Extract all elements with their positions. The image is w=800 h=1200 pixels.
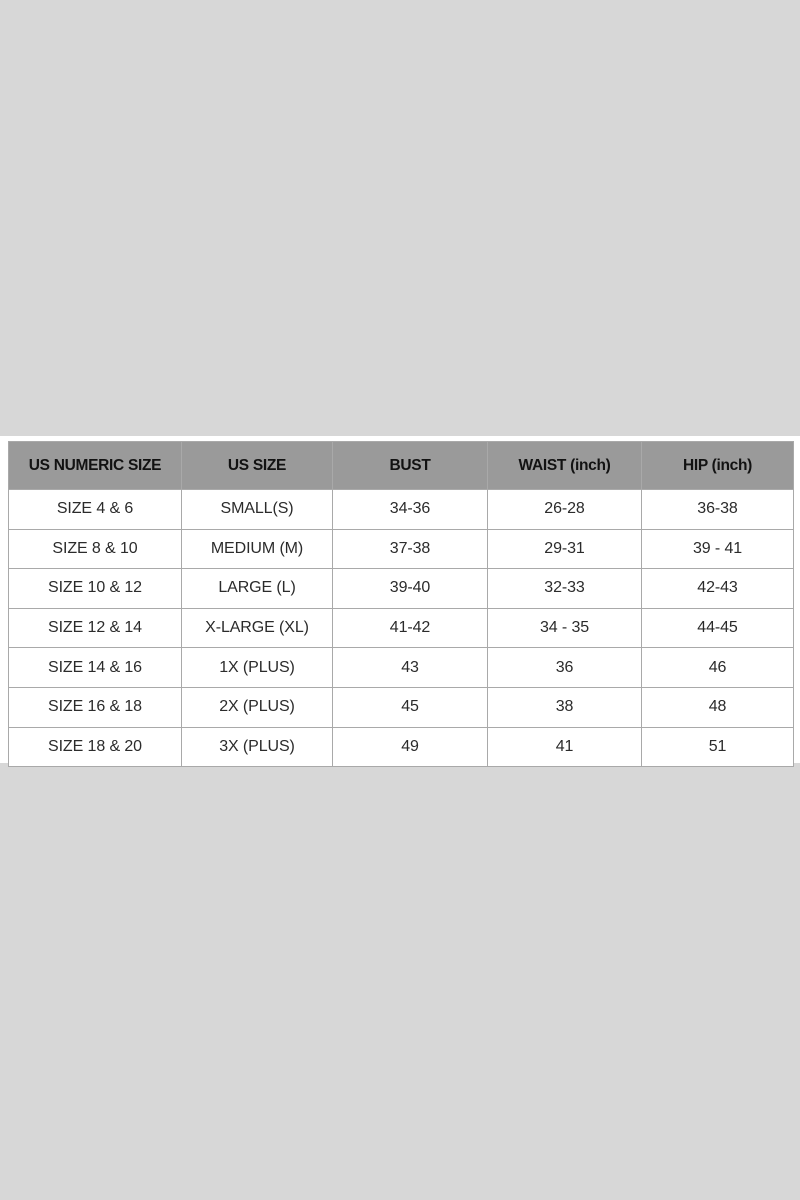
cell-bust: 43 — [332, 647, 488, 688]
size-chart-header: US NUMERIC SIZE US SIZE BUST WAIST (inch… — [8, 441, 794, 490]
cell-numeric-size: SIZE 18 & 20 — [8, 726, 182, 768]
column-header-hip: HIP (inch) — [641, 441, 794, 490]
size-chart-table: US NUMERIC SIZE US SIZE BUST WAIST (inch… — [8, 441, 794, 768]
cell-numeric-size: SIZE 16 & 18 — [8, 686, 182, 728]
cell-waist: 29-31 — [487, 528, 642, 570]
table-header-row: US NUMERIC SIZE US SIZE BUST WAIST (inch… — [8, 441, 794, 490]
table-row: SIZE 16 & 18 2X (PLUS) 45 38 48 — [8, 686, 794, 728]
cell-numeric-size: SIZE 4 & 6 — [8, 489, 182, 530]
table-row: SIZE 14 & 16 1X (PLUS) 43 36 46 — [8, 647, 794, 688]
cell-us-size: SMALL(S) — [181, 489, 333, 530]
cell-waist: 38 — [487, 686, 642, 728]
cell-us-size: 2X (PLUS) — [181, 686, 333, 728]
cell-hip: 44-45 — [641, 607, 794, 649]
cell-numeric-size: SIZE 14 & 16 — [8, 647, 182, 688]
cell-hip: 36-38 — [641, 489, 794, 530]
cell-bust: 39-40 — [332, 568, 488, 609]
cell-hip: 42-43 — [641, 568, 794, 609]
cell-hip: 51 — [641, 726, 794, 768]
cell-hip: 39 - 41 — [641, 528, 794, 570]
table-row: SIZE 4 & 6 SMALL(S) 34-36 26-28 36-38 — [8, 489, 794, 530]
cell-numeric-size: SIZE 8 & 10 — [8, 528, 182, 570]
cell-bust: 45 — [332, 686, 488, 728]
cell-numeric-size: SIZE 10 & 12 — [8, 568, 182, 609]
column-header-bust: BUST — [332, 441, 488, 490]
cell-hip: 46 — [641, 647, 794, 688]
table-row: SIZE 10 & 12 LARGE (L) 39-40 32-33 42-43 — [8, 568, 794, 609]
column-header-waist: WAIST (inch) — [487, 441, 642, 490]
column-header-us-numeric-size: US NUMERIC SIZE — [8, 441, 182, 490]
cell-hip: 48 — [641, 686, 794, 728]
cell-us-size: 1X (PLUS) — [181, 647, 333, 688]
cell-waist: 34 - 35 — [487, 607, 642, 649]
cell-waist: 41 — [487, 726, 642, 768]
cell-us-size: 3X (PLUS) — [181, 726, 333, 768]
cell-us-size: X-LARGE (XL) — [181, 607, 333, 649]
size-chart-body: SIZE 4 & 6 SMALL(S) 34-36 26-28 36-38 SI… — [8, 489, 794, 768]
table-row: SIZE 12 & 14 X-LARGE (XL) 41-42 34 - 35 … — [8, 607, 794, 649]
cell-us-size: MEDIUM (M) — [181, 528, 333, 570]
cell-bust: 37-38 — [332, 528, 488, 570]
size-chart-card: US NUMERIC SIZE US SIZE BUST WAIST (inch… — [0, 436, 800, 768]
cell-bust: 41-42 — [332, 607, 488, 649]
column-header-us-size: US SIZE — [181, 441, 333, 490]
table-row: SIZE 18 & 20 3X (PLUS) 49 41 51 — [8, 726, 794, 768]
cell-numeric-size: SIZE 12 & 14 — [8, 607, 182, 649]
cell-waist: 36 — [487, 647, 642, 688]
cell-waist: 26-28 — [487, 489, 642, 530]
table-row: SIZE 8 & 10 MEDIUM (M) 37-38 29-31 39 - … — [8, 528, 794, 570]
cell-us-size: LARGE (L) — [181, 568, 333, 609]
cell-waist: 32-33 — [487, 568, 642, 609]
cell-bust: 49 — [332, 726, 488, 768]
cell-bust: 34-36 — [332, 489, 488, 530]
